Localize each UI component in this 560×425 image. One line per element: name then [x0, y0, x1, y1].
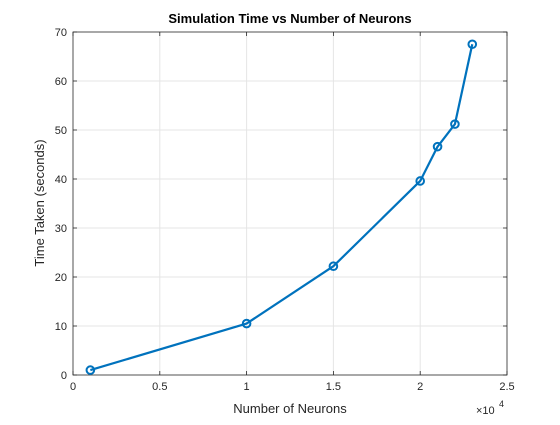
y-axis-label: Time Taken (seconds) [32, 139, 47, 266]
x-tick-label: 0.5 [152, 381, 167, 393]
y-tick-label: 70 [55, 27, 67, 39]
y-tick-label: 20 [55, 272, 67, 284]
y-tick-label: 30 [55, 223, 67, 235]
y-tick-label: 0 [61, 370, 67, 382]
x-tick-label: 2 [417, 381, 423, 393]
x-exponent-power: 4 [499, 399, 504, 409]
y-tick-label: 10 [55, 321, 67, 333]
y-tick-label: 50 [55, 125, 67, 137]
x-tick-label: 2.5 [499, 381, 514, 393]
y-tick-label: 60 [55, 76, 67, 88]
x-tick-label: 0 [70, 381, 76, 393]
chart-title: Simulation Time vs Number of Neurons [168, 11, 411, 26]
x-exponent-multiplier: ×10 [476, 405, 495, 417]
x-axis-label: Number of Neurons [233, 401, 347, 416]
y-tick-label: 40 [55, 174, 67, 186]
x-tick-label: 1 [244, 381, 250, 393]
x-tick-label: 1.5 [326, 381, 341, 393]
